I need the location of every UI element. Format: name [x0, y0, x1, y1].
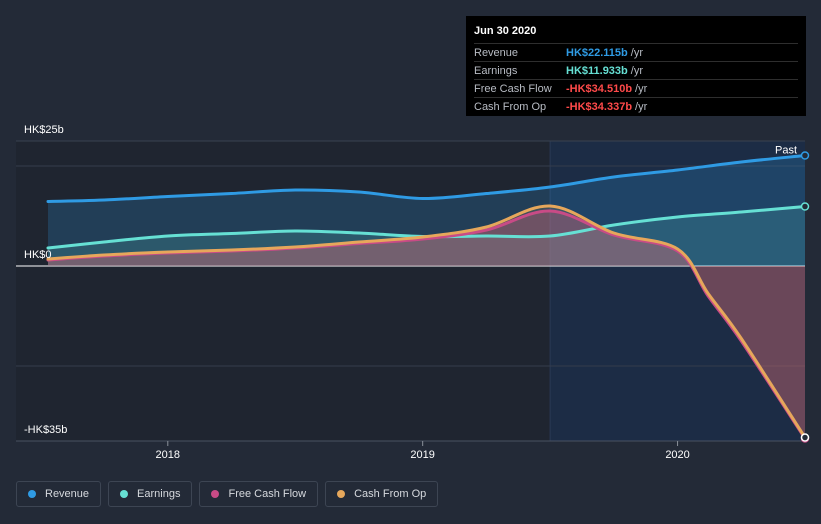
tooltip-unit: /yr — [630, 46, 643, 59]
x-tick-label: 2019 — [410, 449, 434, 461]
tooltip-unit: /yr — [630, 64, 643, 77]
legend-item-earnings[interactable]: Earnings — [108, 481, 193, 507]
revenue-area — [48, 155, 805, 266]
legend-item-free-cash-flow[interactable]: Free Cash Flow — [199, 481, 319, 507]
legend-label: Cash From Op — [354, 488, 427, 500]
tooltip-label: Cash From Op — [474, 100, 547, 113]
legend-item-cash-from-op[interactable]: Cash From Op — [325, 481, 439, 507]
legend-label: Revenue — [45, 488, 90, 500]
cash-from-op-end-point — [800, 433, 810, 442]
tooltip-value: HK$11.933b — [566, 64, 628, 77]
past-label: Past — [775, 145, 797, 157]
revenue-dot-icon — [28, 490, 36, 498]
tooltip-date: Jun 30 2020 — [474, 25, 537, 37]
tooltip-row-cash-from-op: Cash From Op -HK$34.337b /yr — [474, 97, 798, 115]
tooltip-row-earnings: Earnings HK$11.933b /yr — [474, 61, 798, 79]
history-background — [16, 141, 551, 441]
tooltip-unit: /yr — [635, 82, 648, 95]
tooltip-label: Earnings — [474, 64, 518, 77]
earnings-dot-icon — [120, 490, 129, 498]
tooltip-value: HK$22.115b — [566, 46, 628, 59]
tooltip-label: Free Cash Flow — [474, 82, 552, 95]
tooltip-value: -HK$34.337b — [566, 100, 633, 113]
cash-from-op-line — [46, 204, 807, 439]
revenue-end-point — [800, 151, 810, 160]
chart-legend: Revenue Earnings Free Cash Flow Cash Fro… — [16, 481, 445, 507]
x-tick-label: 2018 — [156, 449, 180, 461]
tooltip-row-free-cash-flow: Free Cash Flow -HK$34.510b /yr — [474, 79, 798, 97]
free-cash-flow-dot-icon — [211, 490, 220, 498]
y-tick-label: HK$25b — [24, 124, 64, 136]
tooltip-value: -HK$34.510b — [566, 82, 633, 95]
cash-from-op-area — [48, 205, 805, 438]
cash-from-op-dot-icon — [337, 490, 346, 498]
past-period-band — [550, 141, 805, 441]
y-tick-label: HK$0 — [24, 249, 52, 261]
revenue-line — [46, 154, 807, 203]
tooltip-row-revenue: Revenue HK$22.115b /yr — [474, 43, 798, 61]
y-tick-label: -HK$35b — [24, 424, 67, 436]
tooltip-unit: /yr — [635, 100, 648, 113]
tooltip-label: Revenue — [474, 46, 519, 59]
legend-label: Earnings — [137, 488, 181, 500]
free-cash-flow-area — [48, 210, 805, 439]
legend-label: Free Cash Flow — [228, 488, 307, 500]
x-tick-label: 2020 — [665, 449, 689, 461]
data-tooltip: Jun 30 2020 Revenue HK$22.115b /yr Earni… — [466, 16, 806, 116]
legend-item-revenue[interactable]: Revenue — [16, 481, 102, 507]
earnings-end-point — [800, 202, 810, 211]
